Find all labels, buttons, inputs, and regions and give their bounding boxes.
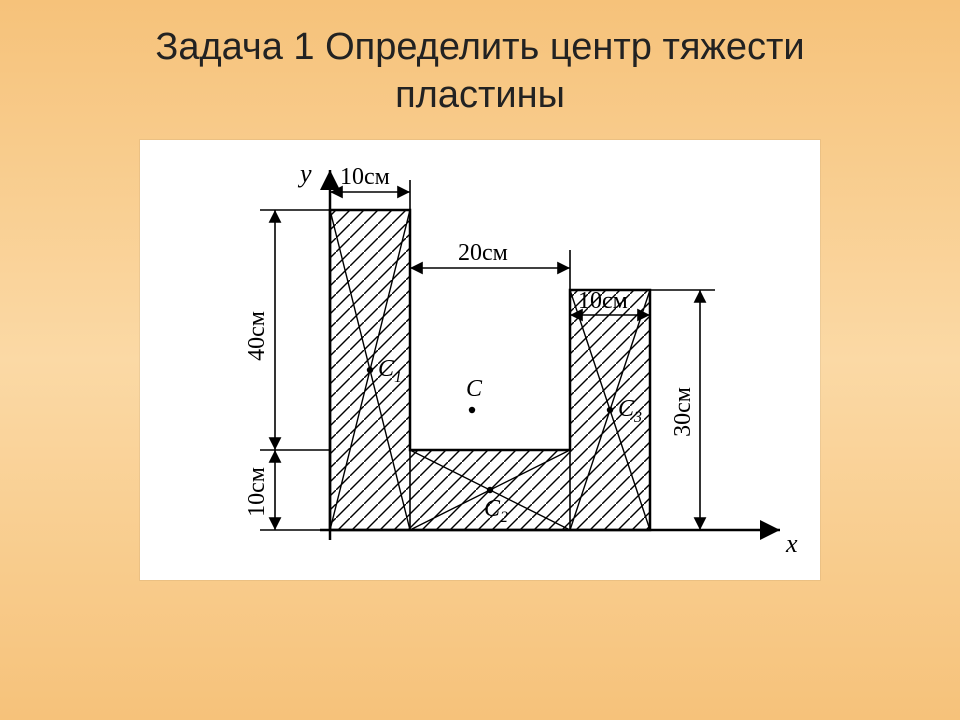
dim-left-40-label: 40см [244,311,270,361]
c1-sub: 1 [394,369,402,386]
figure: y x 10см 20см 10см [140,140,820,580]
dim-left-40 [260,210,330,450]
title-line-2: пластины [395,74,565,116]
slide-title: Задача 1 Определить центр тяжести пласти… [0,24,960,119]
dim-left-10-label: 10см [244,467,270,517]
slide: Задача 1 Определить центр тяжести пласти… [0,0,960,720]
c1-letter: C [378,356,395,382]
c3-letter: C [618,396,635,422]
dim-top-10b-label: 10см [578,288,628,314]
c3-sub: 3 [633,409,642,426]
dim-left-10 [260,450,330,530]
c-letter: C [466,376,483,402]
title-line-1: Задача 1 Определить центр тяжести [155,26,804,68]
x-axis-label: x [785,529,798,558]
point-C: C [466,376,483,413]
figure-svg: y x 10см 20см 10см [140,140,820,580]
y-axis-label: y [297,159,312,188]
c2-letter: C [484,496,501,522]
dim-top-10-label: 10см [340,164,390,190]
dim-right-30-label: 30см [670,387,696,437]
dim-top-20-label: 20см [458,240,508,266]
c2-sub: 2 [500,509,508,526]
